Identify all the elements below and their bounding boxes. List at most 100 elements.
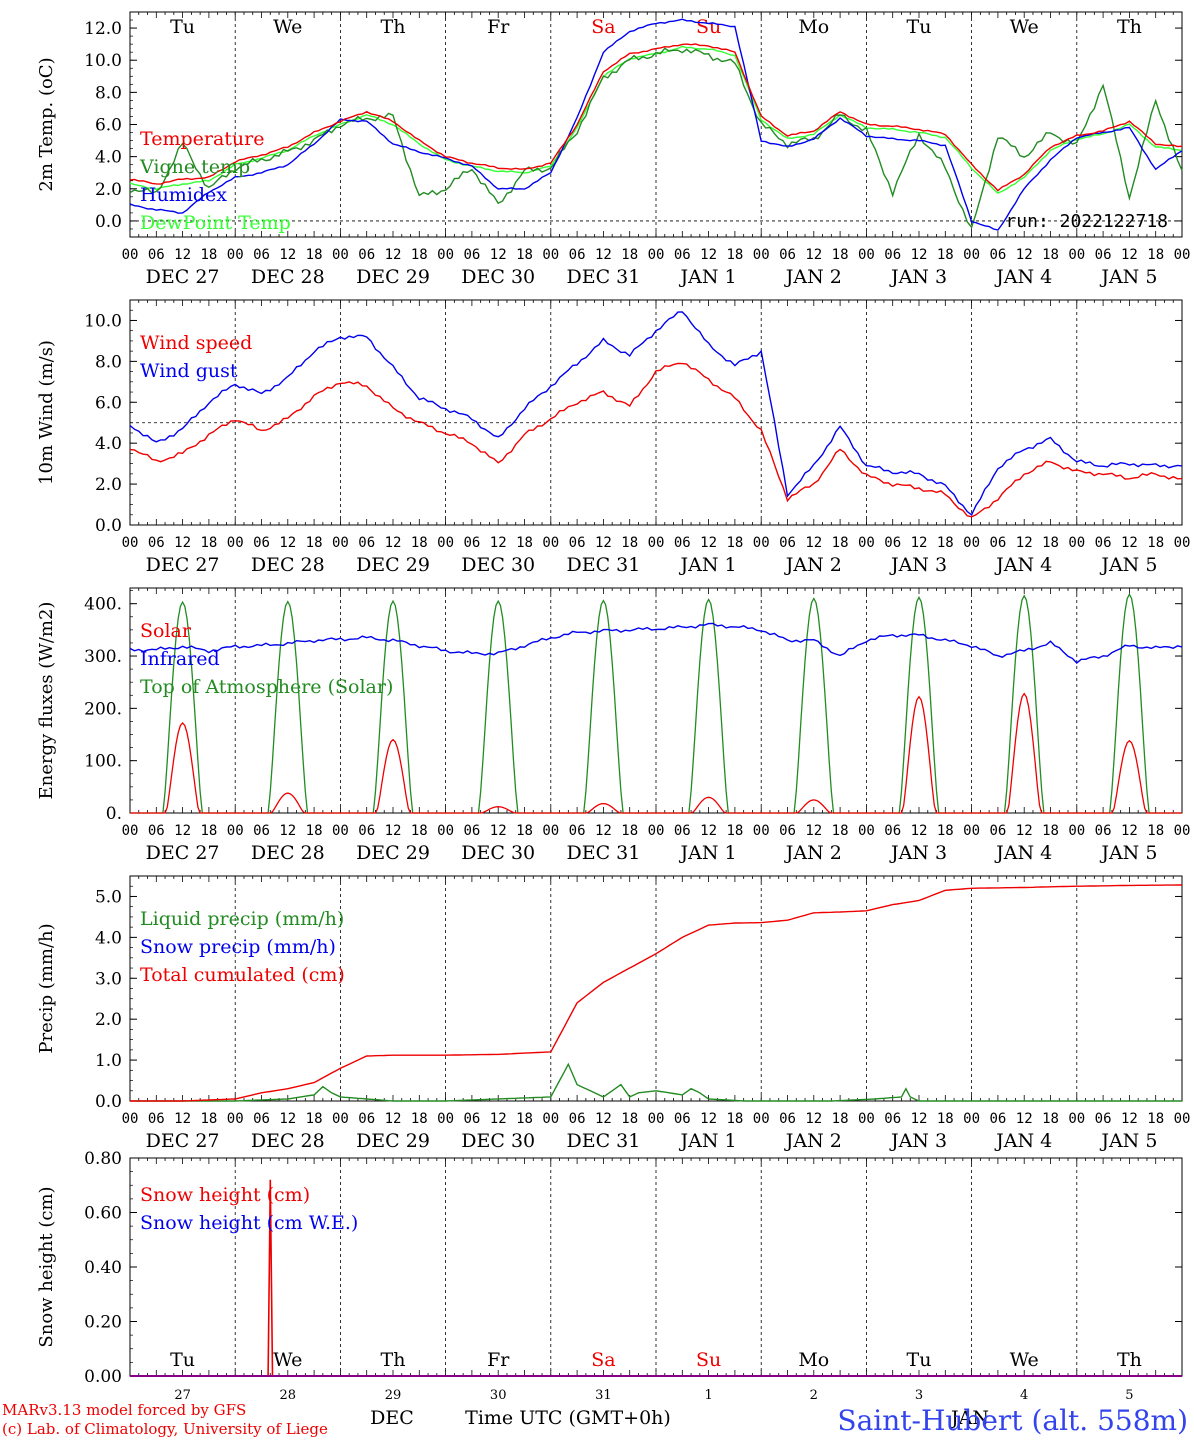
hour-label: 06 [253, 247, 270, 263]
y-tick-label: 10.0 [84, 311, 122, 331]
date-label: JAN 3 [889, 842, 947, 864]
hour-label: 12 [595, 247, 612, 263]
hour-label: 00 [437, 1111, 454, 1127]
legend-entry: Top of Atmosphere (Solar) [140, 676, 393, 698]
date-label: JAN 4 [994, 266, 1052, 288]
hour-label: 18 [200, 247, 217, 263]
legend-entry: Wind speed [140, 332, 252, 354]
hour-label: 06 [1095, 247, 1112, 263]
y-tick-label: 200. [84, 699, 122, 719]
y-axis-label: Precip (mm/h) [36, 923, 57, 1053]
hour-label: 12 [805, 535, 822, 551]
y-tick-label: 0.20 [84, 1313, 122, 1333]
legend-entry: DewPoint Temp [140, 212, 291, 234]
hour-label: 06 [674, 1111, 691, 1127]
hour-label: 12 [279, 1111, 296, 1127]
hour-label: 00 [437, 823, 454, 839]
day-number-label: 29 [385, 1388, 402, 1403]
hour-label: 00 [542, 247, 559, 263]
hour-label: 06 [779, 823, 796, 839]
hour-label: 12 [911, 823, 928, 839]
chart-panel-2: 0. 100. 200. 300. 400. Energy fluxes (W/m2) 00… [36, 587, 1190, 864]
hour-label: 06 [884, 823, 901, 839]
hour-label: 12 [490, 247, 507, 263]
date-label: DEC 31 [566, 266, 640, 288]
y-tick-label: 12.0 [84, 19, 122, 39]
y-tick-label: 0.0 [95, 1092, 122, 1112]
hour-label: 00 [227, 823, 244, 839]
hour-label: 18 [1042, 823, 1059, 839]
y-tick-label: 1.0 [95, 1051, 122, 1071]
series-wind-gust [129, 311, 1183, 516]
chart-panel-1: 0.0 2.0 4.0 6.0 8.0 10.0 10m Wind (m/s) 00 06 12 1… [36, 299, 1190, 576]
hour-label: 00 [1174, 1111, 1191, 1127]
date-label: JAN 2 [784, 842, 842, 864]
hour-label: 06 [989, 535, 1006, 551]
date-label: JAN 1 [679, 842, 737, 864]
weekday-label: Mo [798, 1349, 829, 1371]
hour-label: 06 [358, 1111, 375, 1127]
date-label: JAN 5 [1099, 554, 1157, 576]
series-temperature [129, 43, 1183, 192]
date-label: JAN 3 [889, 554, 947, 576]
chart-panel-0: 0.0 2.0 4.0 6.0 8.0 10.0 12.0 2m Temp. (oC) Tu We… [36, 11, 1191, 288]
y-tick-label: 4.0 [95, 928, 122, 948]
hour-label: 18 [200, 535, 217, 551]
hour-label: 06 [463, 535, 480, 551]
hour-label: 00 [1068, 1111, 1085, 1127]
hour-label: 00 [437, 535, 454, 551]
hour-label: 06 [1095, 535, 1112, 551]
weekday-label: Su [696, 16, 721, 38]
hour-label: 12 [490, 823, 507, 839]
date-label: DEC 29 [356, 1130, 430, 1152]
series-dewpoint-temp [129, 45, 1183, 194]
hour-label: 12 [1121, 535, 1138, 551]
hour-label: 06 [358, 823, 375, 839]
hour-label: 06 [779, 1111, 796, 1127]
y-axis-label: 10m Wind (m/s) [36, 340, 57, 485]
legend-entry: Vigne temp [139, 156, 250, 178]
hour-label: 00 [227, 1111, 244, 1127]
hour-label: 00 [1174, 247, 1191, 263]
hour-label: 00 [753, 823, 770, 839]
legend-entry: Solar [140, 620, 192, 642]
y-tick-label: 4.0 [95, 148, 122, 168]
y-tick-label: 0.0 [95, 516, 122, 536]
hour-label: 06 [148, 823, 165, 839]
y-axis-label: 2m Temp. (oC) [36, 57, 57, 191]
date-label: JAN 5 [1099, 266, 1157, 288]
hour-label: 18 [306, 823, 323, 839]
hour-label: 06 [884, 247, 901, 263]
date-label: DEC 30 [461, 1130, 535, 1152]
hour-label: 06 [148, 535, 165, 551]
date-label: DEC 27 [146, 554, 220, 576]
legend-entry: Snow height (cm W.E.) [140, 1212, 358, 1234]
hour-label: 12 [385, 247, 402, 263]
hour-label: 12 [911, 535, 928, 551]
date-label: JAN 2 [784, 266, 842, 288]
date-label: JAN 2 [784, 1130, 842, 1152]
hour-label: 12 [700, 535, 717, 551]
date-label: DEC 27 [146, 266, 220, 288]
hour-label: 18 [1147, 1111, 1164, 1127]
legend-entry: Infrared [140, 648, 220, 670]
date-label: JAN 1 [679, 266, 737, 288]
date-label: DEC 28 [251, 554, 325, 576]
hour-label: 00 [963, 823, 980, 839]
hour-label: 06 [569, 823, 586, 839]
hour-label: 18 [726, 823, 743, 839]
date-label: JAN 5 [1099, 1130, 1157, 1152]
date-label: DEC 31 [566, 1130, 640, 1152]
y-tick-label: 0.80 [84, 1149, 122, 1169]
hour-label: 12 [805, 823, 822, 839]
hour-label: 12 [805, 1111, 822, 1127]
hour-label: 00 [542, 535, 559, 551]
hour-label: 00 [648, 535, 665, 551]
date-label: DEC 30 [461, 842, 535, 864]
weekday-label: We [273, 16, 302, 38]
date-label: JAN 1 [679, 554, 737, 576]
hour-label: 18 [306, 1111, 323, 1127]
hour-label: 12 [1016, 823, 1033, 839]
hour-label: 12 [174, 535, 191, 551]
